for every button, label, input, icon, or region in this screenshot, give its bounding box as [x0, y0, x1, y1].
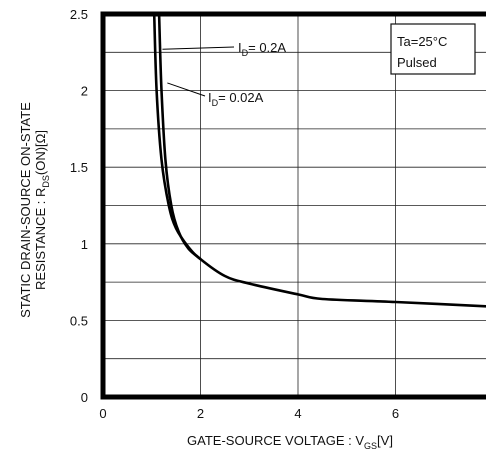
label-leaders	[162, 46, 235, 97]
legend-box-line2: Pulsed	[397, 55, 437, 70]
leader-0	[162, 46, 235, 50]
y-tick-label: 0	[81, 390, 88, 405]
x-tick-label: 2	[197, 406, 204, 421]
y-tick-labels: 0 0.5 1 1.5 2 2.5	[70, 7, 88, 405]
series-label-1-main: I	[208, 90, 212, 105]
x-axis-title-sub: GS	[364, 441, 377, 451]
series-label-1-tail: = 0.02A	[218, 90, 264, 105]
y-tick-label: 1.5	[70, 160, 88, 175]
series-line-0	[152, 13, 486, 308]
y-axis-title-line2-tail: (ON)[Ω]	[33, 130, 48, 175]
series-line-1	[157, 13, 202, 261]
plot-frame	[100, 11, 486, 400]
y-axis-title-line2-main: RESISTANCE : R	[33, 188, 48, 290]
series-label-0-sub: D	[242, 48, 249, 58]
legend-box	[390, 23, 476, 75]
x-tick-label: 0	[99, 406, 106, 421]
x-tick-label: 6	[392, 406, 399, 421]
x-axis-title: GATE-SOURCE VOLTAGE : VGS[V]	[187, 433, 393, 451]
series-label-1: ID= 0.02A	[208, 90, 264, 108]
series-label-0: ID= 0.2A	[238, 40, 286, 58]
x-tick-label: 4	[294, 406, 301, 421]
series-label-1-sub: D	[212, 98, 219, 108]
y-tick-label: 1	[81, 237, 88, 252]
y-axis-title-line2-sub: DS	[41, 175, 51, 188]
x-axis-title-main: GATE-SOURCE VOLTAGE : V	[187, 433, 364, 448]
legend-box-line1: Ta=25°C	[397, 34, 447, 49]
series-label-0-tail: = 0.2A	[248, 40, 286, 55]
y-axis-title-line2: RESISTANCE : RDS(ON)[Ω]	[33, 130, 51, 290]
series-label-0-main: I	[238, 40, 242, 55]
leader-1	[167, 82, 206, 97]
y-tick-label: 2	[81, 84, 88, 99]
y-tick-label: 0.5	[70, 313, 88, 328]
x-axis-title-tail: [V]	[377, 433, 393, 448]
y-tick-label: 2.5	[70, 7, 88, 22]
y-axis-title-line1: STATIC DRAIN-SOURCE ON-STATE	[18, 102, 33, 318]
grid	[103, 14, 486, 397]
curves	[152, 13, 486, 308]
x-tick-labels: 0 2 4 6	[99, 406, 399, 421]
